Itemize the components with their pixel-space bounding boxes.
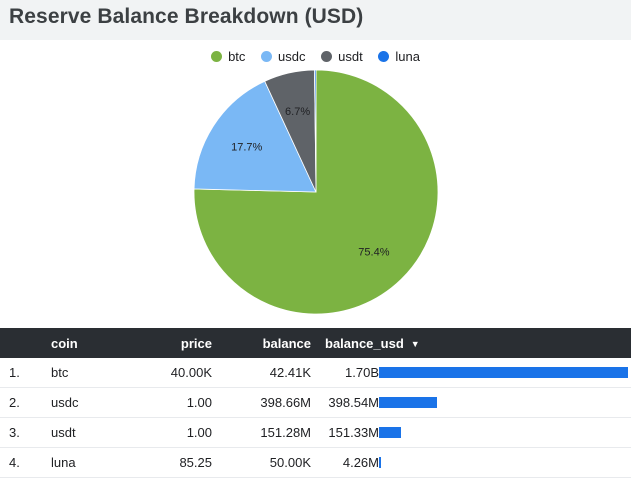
row-index: 2. (0, 387, 42, 418)
balance-usd-bar (379, 397, 438, 408)
cell-price: 40.00K (132, 358, 212, 388)
legend-swatch-usdt (321, 51, 333, 62)
cell-coin: btc (42, 358, 132, 388)
cell-balance: 398.66M (212, 387, 311, 418)
cell-coin: usdc (42, 387, 132, 418)
legend-item-usdc[interactable]: usdc (261, 49, 306, 64)
legend-label-btc: btc (228, 49, 246, 64)
balance-usd-bar (379, 367, 628, 378)
balance-table: coin price balance balance_usd ▼ 1. btc 4… (0, 328, 631, 478)
cell-balance-usd: 1.70B (311, 358, 631, 388)
legend-item-luna[interactable]: luna (378, 49, 420, 64)
header-balance-usd[interactable]: balance_usd ▼ (311, 328, 631, 358)
cell-price: 85.25 (132, 447, 212, 478)
cell-balance-usd: 4.26M (311, 447, 631, 478)
cell-coin: usdt (42, 417, 132, 448)
header-balance[interactable]: balance (262, 335, 311, 351)
pie-chart-area: btc usdc usdt luna 75.4% 17.7% 6.7% (0, 40, 631, 326)
chart-title: Reserve Balance Breakdown (USD) (9, 5, 364, 28)
legend-label-usdc: usdc (278, 49, 306, 64)
pie-slice-luna[interactable] (314, 69, 317, 193)
legend-item-btc[interactable]: btc (211, 49, 245, 64)
pie-label-usdc: 17.7% (231, 142, 262, 154)
pie-chart: 75.4% 17.7% 6.7% (193, 69, 439, 315)
pie-label-usdt: 6.7% (285, 106, 310, 118)
cell-coin: luna (42, 447, 132, 478)
cell-balance-usd: 398.54M (311, 387, 631, 418)
legend-label-usdt: usdt (338, 49, 363, 64)
balance-usd-value: 398.54M (328, 395, 379, 410)
header-index (0, 328, 42, 358)
row-index: 1. (0, 358, 42, 388)
header-balance-usd-label: balance_usd (325, 335, 404, 351)
cell-price: 1.00 (132, 387, 212, 418)
cell-balance: 151.28M (212, 417, 311, 448)
legend-swatch-usdc (261, 51, 273, 62)
table-row: 1. btc 40.00K 42.41K 1.70B (0, 358, 631, 388)
legend-label-luna: luna (395, 49, 420, 64)
row-index: 4. (0, 447, 42, 478)
header-coin[interactable]: coin (51, 335, 78, 351)
pie-slice-usdc[interactable] (193, 80, 317, 193)
legend-swatch-luna (378, 51, 390, 62)
balance-usd-value: 4.26M (342, 455, 379, 470)
table-header-row: coin price balance balance_usd ▼ (0, 328, 631, 358)
title-bar: Reserve Balance Breakdown (USD) (0, 0, 631, 40)
legend: btc usdc usdt luna (0, 49, 631, 64)
balance-usd-value: 151.33M (328, 425, 379, 440)
table-row: 2. usdc 1.00 398.66M 398.54M (0, 387, 631, 418)
header-price[interactable]: price (180, 335, 212, 351)
balance-usd-bar (379, 427, 402, 438)
sort-descending-icon[interactable]: ▼ (410, 338, 420, 349)
cell-price: 1.00 (132, 417, 212, 448)
cell-balance-usd: 151.33M (311, 417, 631, 448)
pie-label-btc: 75.4% (358, 246, 389, 258)
table-row: 4. luna 85.25 50.00K 4.26M (0, 447, 631, 478)
cell-balance: 50.00K (212, 447, 311, 478)
cell-balance: 42.41K (212, 358, 311, 388)
balance-usd-bar (379, 457, 381, 468)
balance-usd-value: 1.70B (345, 365, 379, 380)
legend-swatch-btc (211, 51, 223, 62)
row-index: 3. (0, 417, 42, 448)
table-row: 3. usdt 1.00 151.28M 151.33M (0, 417, 631, 448)
legend-item-usdt[interactable]: usdt (321, 49, 363, 64)
